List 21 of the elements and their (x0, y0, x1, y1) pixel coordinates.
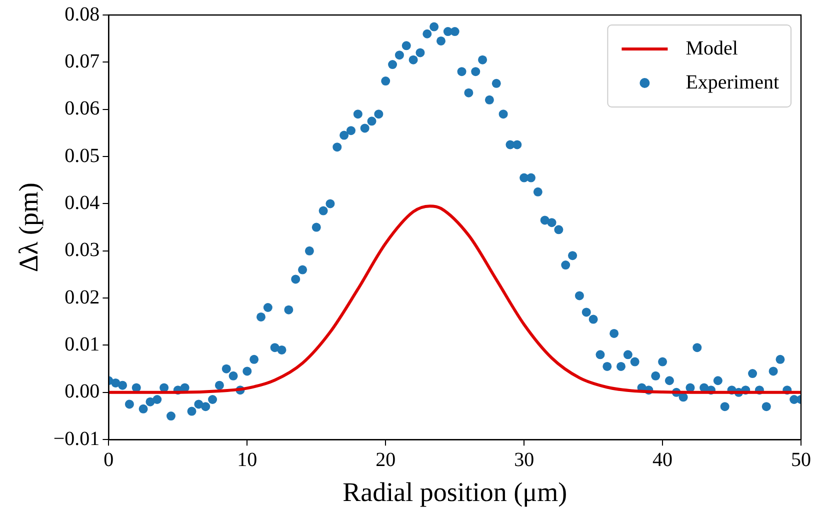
y-axis-title: Δλ (pm) (13, 182, 44, 272)
legend-label: Model (686, 37, 738, 60)
line-series (108, 204, 801, 394)
x-tick-label: 10 (237, 448, 258, 471)
x-tick-label: 0 (104, 448, 114, 471)
y-tick-label: 0.01 (64, 333, 100, 356)
y-tick-label: 0.06 (64, 98, 100, 120)
x-axis-title: Radial position (μm) (342, 476, 568, 507)
y-tick-label: 0.03 (64, 239, 100, 262)
legend-label: Experiment (686, 71, 780, 94)
y-tick-label: −0.01 (53, 428, 100, 450)
y-tick-label: 0.05 (64, 144, 100, 167)
x-tick-label: 20 (376, 448, 396, 471)
y-tick-label: 0.00 (64, 380, 100, 403)
y-tick-label: 0.07 (64, 50, 100, 72)
y-tick-label: 0.08 (64, 3, 100, 26)
x-tick-label: 50 (791, 448, 811, 471)
x-tick-label: 30 (514, 448, 534, 471)
x-tick-label: 40 (652, 448, 673, 471)
y-tick-label: 0.02 (64, 286, 100, 308)
y-tick-label: 0.04 (64, 192, 100, 214)
